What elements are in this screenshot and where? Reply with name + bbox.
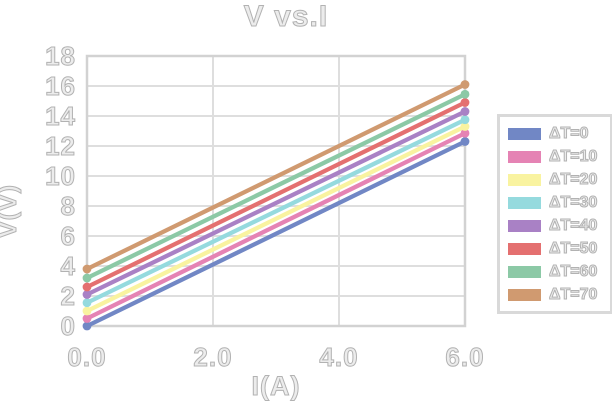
y-tick-label: 2: [60, 281, 76, 311]
y-tick-label: 14: [45, 101, 76, 131]
legend-item: ΔT=0: [508, 122, 610, 145]
series-marker-end: [460, 137, 470, 146]
y-tick-label: 18: [45, 41, 76, 71]
y-tick-label: 4: [60, 251, 76, 281]
series-marker-end: [460, 80, 470, 89]
series-line: [86, 92, 466, 280]
x-axis-label: I(A): [251, 371, 301, 402]
series-line: [86, 109, 466, 297]
legend-label: ΔT=0: [549, 124, 590, 142]
series-marker-start: [82, 282, 92, 292]
series-line: [86, 124, 466, 313]
legend-swatch: [508, 265, 541, 278]
legend-swatch: [508, 288, 541, 301]
series-marker-start: [82, 264, 92, 274]
series-line: [86, 139, 466, 328]
legend-swatch: [508, 127, 541, 140]
legend-label: ΔT=10: [548, 147, 598, 165]
legend-label: ΔT=40: [548, 216, 598, 234]
series-marker-start: [82, 314, 92, 323]
series-marker-end: [460, 128, 470, 138]
series-line: [86, 131, 466, 321]
series-marker-start: [82, 290, 92, 299]
legend-swatch: [508, 173, 541, 186]
y-tick-label: 0: [60, 311, 76, 341]
y-tick-label: 12: [45, 131, 76, 161]
legend-item: ΔT=30: [508, 191, 610, 214]
series-marker-end: [460, 122, 470, 131]
legend-label: ΔT=50: [548, 239, 598, 257]
legend-item: ΔT=40: [508, 214, 610, 237]
chart-title: V vs.I: [243, 0, 329, 34]
y-tick-label: 10: [45, 161, 76, 191]
y-tick-label: 8: [60, 191, 76, 221]
y-tick-label: 16: [45, 71, 76, 101]
legend-box: ΔT=0 ΔT=10 ΔT=20 ΔT=30 ΔT=40 ΔT=50 ΔT=60 ΔT=70: [497, 114, 612, 314]
x-tick-label: 4.0: [319, 342, 359, 372]
series-marker-start: [82, 321, 92, 331]
legend-swatch: [508, 150, 541, 163]
series-marker-start: [82, 298, 92, 308]
legend-label: ΔT=30: [548, 193, 598, 211]
legend-item: ΔT=60: [508, 260, 610, 283]
series-marker-start: [82, 273, 92, 283]
legend-label: ΔT=20: [548, 170, 598, 188]
legend-item: ΔT=10: [508, 145, 610, 168]
legend-label: ΔT=60: [548, 262, 598, 280]
x-tick-label: 0.0: [67, 342, 107, 372]
series-marker-end: [460, 89, 470, 99]
x-tick-label: 2.0: [193, 342, 233, 372]
legend-label: ΔT=70: [548, 285, 598, 303]
legend-item: ΔT=70: [508, 283, 610, 306]
series-line: [86, 117, 466, 305]
series-line: [86, 100, 466, 289]
series-marker-end: [460, 98, 470, 107]
legend-swatch: [508, 196, 541, 209]
series-marker-end: [460, 107, 470, 116]
series-line: [86, 82, 466, 271]
series-marker-end: [460, 115, 470, 125]
x-tick-label: 6.0: [445, 342, 485, 372]
series-marker-start: [82, 306, 92, 316]
plot-spine: [85, 54, 467, 328]
legend-swatch: [508, 242, 541, 255]
legend-swatch: [508, 219, 541, 232]
legend-item: ΔT=50: [508, 237, 610, 260]
legend-item: ΔT=20: [508, 168, 610, 191]
y-tick-label: 6: [60, 221, 76, 251]
